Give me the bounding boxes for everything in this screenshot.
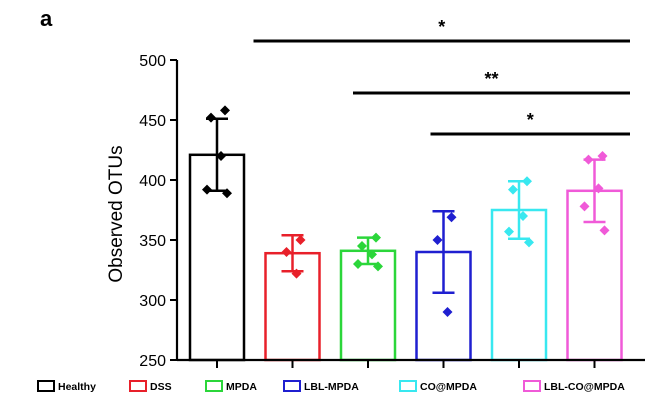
data-point — [446, 212, 457, 223]
data-point — [599, 225, 610, 236]
data-point — [373, 261, 383, 272]
y-tick-label: 350 — [139, 233, 166, 250]
data-point — [222, 188, 232, 199]
y-axis-label: Observed OTUs — [106, 145, 127, 282]
significance-label: ** — [484, 69, 498, 89]
y-tick-label: 300 — [139, 293, 166, 310]
data-point — [202, 184, 212, 195]
data-point — [367, 249, 377, 260]
data-point — [432, 235, 443, 245]
legend-label: CO@MPDA — [420, 381, 477, 393]
legend-swatch — [523, 380, 541, 392]
data-point — [442, 307, 453, 317]
data-point — [206, 112, 216, 123]
legend-swatch — [129, 380, 147, 392]
legend-label: LBL-CO@MPDA — [544, 381, 625, 393]
y-tick-label: 400 — [139, 173, 166, 190]
legend-label: LBL-MPDA — [304, 381, 359, 393]
legend-label: DSS — [150, 381, 172, 393]
data-point — [597, 151, 608, 161]
legend-label: MPDA — [226, 381, 257, 393]
legend-label: Healthy — [58, 381, 96, 393]
y-axis: 250 300 350 400 450 500 — [139, 53, 645, 370]
data-point — [524, 237, 534, 248]
data-point — [508, 184, 518, 195]
legend: Healthy DSS MPDA LBL-MPDA CO@MPDA LBL-CO@MPDA — [37, 380, 625, 393]
data-point — [220, 105, 230, 116]
legend-swatch — [399, 380, 417, 392]
data-point — [357, 241, 367, 251]
legend-swatch — [283, 380, 301, 392]
data-point — [504, 226, 514, 237]
legend-swatch — [205, 380, 223, 392]
significance-label: * — [527, 110, 534, 130]
data-point — [518, 211, 528, 221]
bars — [188, 105, 623, 362]
data-point — [593, 183, 604, 194]
y-tick-label: 500 — [139, 53, 166, 70]
data-point — [216, 151, 226, 161]
data-point — [522, 176, 532, 187]
data-point — [579, 201, 590, 212]
legend-swatch — [37, 380, 55, 392]
y-tick-label: 250 — [139, 353, 166, 370]
data-point — [281, 247, 292, 257]
significance-label: * — [438, 17, 445, 37]
significance-brackets: **** — [253, 17, 630, 136]
data-point — [583, 154, 594, 165]
data-point — [291, 268, 302, 279]
data-point — [295, 235, 306, 245]
y-tick-label: 450 — [139, 113, 166, 130]
data-point — [353, 259, 363, 269]
panel-label: a — [40, 6, 53, 31]
data-point — [371, 232, 381, 243]
bar-mpda — [339, 249, 397, 362]
